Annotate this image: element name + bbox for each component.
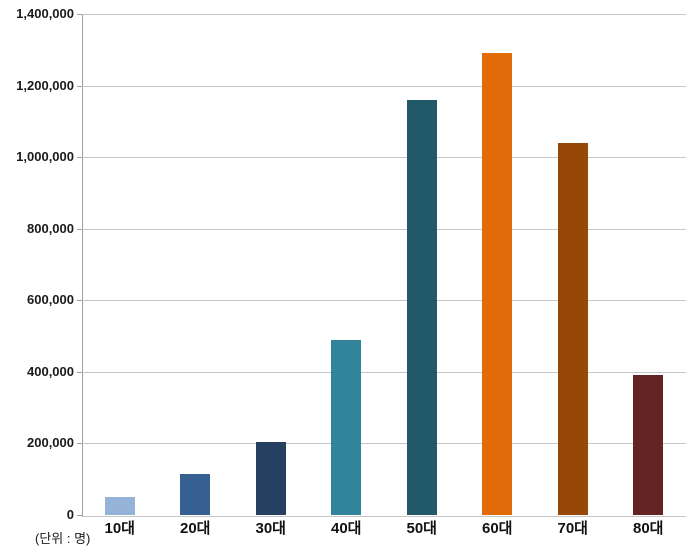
y-axis-tick-mark xyxy=(77,228,82,230)
gridline xyxy=(82,14,686,15)
y-axis-tick-mark xyxy=(77,515,82,516)
y-axis-tick-label: 1,400,000 xyxy=(16,6,74,21)
y-axis-tick-label: 1,200,000 xyxy=(16,77,74,93)
plot-area xyxy=(82,14,686,517)
chart-bar xyxy=(558,143,588,515)
chart-bar xyxy=(105,497,135,515)
chart-bar xyxy=(331,340,361,515)
y-axis-tick-label: 1,000,000 xyxy=(16,149,74,165)
y-axis-line xyxy=(82,14,83,516)
gridline xyxy=(82,516,686,517)
gridline xyxy=(82,371,686,373)
y-axis-tick-label: 200,000 xyxy=(27,435,74,451)
y-axis-tick-label: 400,000 xyxy=(27,363,74,379)
x-axis-category-label: 30대 xyxy=(255,520,287,537)
chart-bar xyxy=(633,375,663,515)
chart-bar xyxy=(482,53,512,515)
y-axis-tick-label: 0 xyxy=(66,507,74,522)
gridline xyxy=(82,228,686,230)
gridline xyxy=(82,157,686,159)
gridline xyxy=(82,300,686,302)
x-axis-category-label: 80대 xyxy=(633,520,664,537)
x-axis-category-label: 10대 xyxy=(104,520,136,537)
chart-bar xyxy=(256,442,286,515)
y-axis-tick-mark xyxy=(77,443,82,445)
chart-bar xyxy=(180,474,210,515)
gridline xyxy=(82,443,686,445)
y-axis-tick-label: 800,000 xyxy=(27,220,74,236)
y-axis-tick-label: 600,000 xyxy=(27,292,74,308)
x-axis-category-label: 50대 xyxy=(406,520,438,537)
gridline xyxy=(82,85,686,87)
chart-bar xyxy=(407,100,437,515)
x-axis-category-label: 60대 xyxy=(482,520,513,537)
x-axis-category-label: 40대 xyxy=(331,520,362,537)
y-axis-tick-mark xyxy=(77,157,82,159)
x-axis-category-label: 70대 xyxy=(557,520,589,537)
y-axis-tick-mark xyxy=(77,300,82,302)
y-axis-tick-mark xyxy=(77,371,82,373)
x-axis-category-label: 20대 xyxy=(180,520,211,537)
y-axis-tick-mark xyxy=(77,85,82,87)
y-axis-tick-mark xyxy=(77,14,82,15)
unit-label: (단위 : 명) xyxy=(35,531,91,546)
